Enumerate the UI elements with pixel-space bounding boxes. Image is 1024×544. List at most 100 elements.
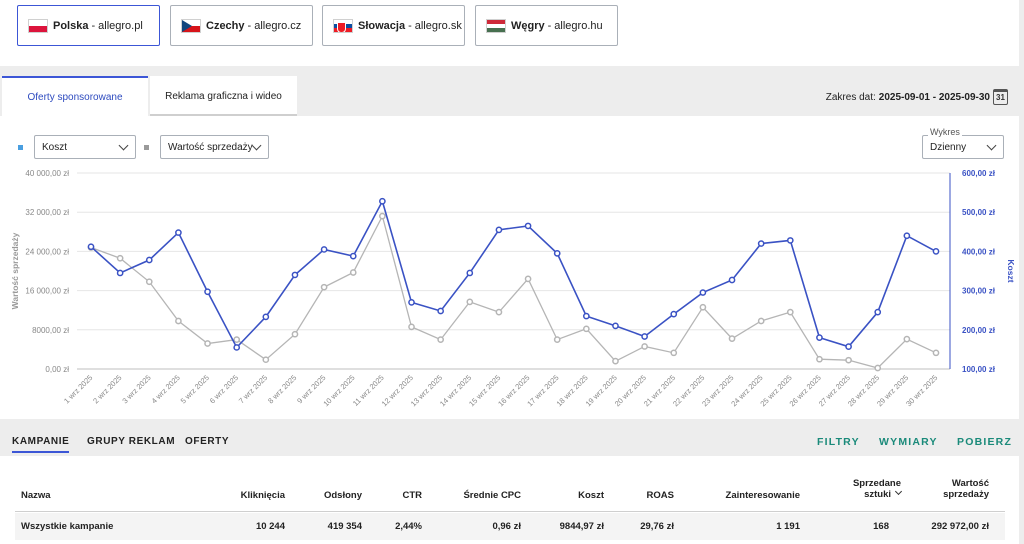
cost-data-point[interactable] — [553, 250, 561, 257]
marketplace-country: Polska — [53, 19, 89, 32]
cell-name[interactable]: Wszystkie kampanie — [21, 521, 114, 532]
date-range[interactable]: Zakres dat: 2025-09-01 - 2025-09-30 31 — [826, 89, 1008, 105]
marketplace-domain: allegro.hu — [554, 19, 603, 32]
cost-data-point[interactable] — [495, 226, 503, 234]
cost-data-point[interactable] — [262, 313, 270, 321]
download-button[interactable]: POBIERZ — [957, 436, 1013, 448]
cost-data-point[interactable] — [233, 344, 241, 351]
sales-value-data-point[interactable] — [524, 275, 532, 283]
cost-data-point[interactable] — [291, 271, 299, 279]
sales-value-data-point[interactable] — [204, 340, 211, 347]
column-header-cost[interactable]: Koszt — [578, 490, 604, 501]
sales-value-data-point[interactable] — [757, 317, 765, 325]
column-header-sales-value[interactable]: Wartość sprzedaży — [943, 478, 989, 500]
tab-display-video[interactable]: Reklama graficzna i wideo — [150, 76, 297, 116]
sales-value-data-point[interactable] — [349, 269, 357, 276]
sales-cost-line-chart: 0,00 zł 8000,00 zł 16 000,00 zł 24 000,00 z… — [10, 169, 1016, 408]
sales-value-data-point[interactable] — [641, 343, 648, 350]
x-axis-tick-label: 30 wrz 2025 — [904, 373, 939, 408]
cost-data-point[interactable] — [641, 333, 648, 340]
column-header-avg-cpc[interactable]: Średnie CPC — [463, 490, 521, 501]
column-header-name[interactable]: Nazwa — [21, 490, 51, 501]
cost-data-point[interactable] — [175, 229, 182, 236]
cost-data-point[interactable] — [728, 276, 736, 284]
sales-value-data-point[interactable] — [291, 330, 299, 338]
tab-ad-groups[interactable]: GRUPY REKLAM — [87, 436, 176, 447]
column-header-impressions[interactable]: Odsłony — [323, 490, 362, 501]
sales-value-data-point[interactable] — [845, 356, 852, 364]
column-header-roas[interactable]: ROAS — [646, 490, 674, 501]
column-header-clicks[interactable]: Kliknięcia — [240, 490, 285, 501]
metric-left-select[interactable]: Koszt — [34, 135, 136, 159]
cost-data-point[interactable] — [524, 222, 532, 230]
sales-value-data-point[interactable] — [903, 335, 911, 343]
table-row[interactable]: Wszystkie kampanie 10 244 419 354 2,44% … — [15, 513, 1005, 540]
sales-value-data-point[interactable] — [786, 308, 794, 316]
cost-data-point[interactable] — [757, 240, 765, 247]
sales-value-data-point[interactable] — [408, 323, 415, 331]
metric-right-select[interactable]: Wartość sprzedaży — [160, 135, 269, 159]
tab-offers[interactable]: OFERTY — [185, 436, 230, 447]
poland-flag-icon — [28, 18, 48, 33]
cost-data-point[interactable] — [408, 299, 415, 306]
cost-data-point[interactable] — [437, 307, 445, 315]
sales-value-data-point[interactable] — [874, 364, 882, 372]
sales-value-data-point[interactable] — [233, 336, 241, 343]
marketplace-domain: allegro.pl — [98, 19, 143, 32]
cost-data-point[interactable] — [670, 310, 678, 318]
cost-data-point[interactable] — [582, 312, 590, 320]
cost-data-point[interactable] — [87, 243, 95, 251]
sales-value-data-point[interactable] — [116, 254, 124, 262]
series-line-sales-value — [90, 214, 937, 369]
left-axis-tick-label: 0,00 zł — [45, 365, 69, 374]
marketplace-czechia[interactable]: Czechy - allegro.cz — [170, 5, 313, 46]
tab-campaigns[interactable]: KAMPANIE — [12, 436, 70, 453]
sales-value-data-point[interactable] — [379, 212, 386, 220]
marketplace-poland[interactable]: Polska - allegro.pl — [17, 5, 160, 46]
sales-value-data-point[interactable] — [466, 298, 474, 306]
cost-data-point[interactable] — [816, 334, 823, 341]
cost-data-point[interactable] — [204, 288, 211, 296]
cost-data-point[interactable] — [145, 256, 153, 264]
column-header-units-sold[interactable]: Sprzedane sztuki — [831, 478, 903, 500]
marketplace-hungary[interactable]: Węgry - allegro.hu — [475, 5, 618, 46]
cost-data-point[interactable] — [612, 322, 619, 330]
column-header-interest[interactable]: Zainteresowanie — [725, 490, 800, 501]
dimensions-button[interactable]: WYMIARY — [879, 436, 938, 448]
tab-sponsored-offers[interactable]: Oferty sponsorowane — [2, 76, 148, 116]
cost-data-point[interactable] — [699, 289, 707, 296]
sales-value-data-point[interactable] — [699, 303, 707, 311]
cost-data-point[interactable] — [116, 269, 124, 277]
sales-value-data-point[interactable] — [262, 356, 270, 364]
date-range-value: 2025-09-01 - 2025-09-30 — [878, 91, 990, 103]
sales-value-data-point[interactable] — [582, 325, 590, 333]
cost-data-point[interactable] — [845, 343, 852, 351]
column-header-ctr[interactable]: CTR — [402, 490, 422, 501]
cost-data-point[interactable] — [379, 197, 386, 205]
marketplace-slovakia[interactable]: Słowacja - allegro.sk — [322, 5, 465, 46]
filters-button[interactable]: FILTRY — [817, 436, 860, 448]
cost-data-point[interactable] — [932, 248, 940, 255]
cost-data-point[interactable] — [320, 246, 328, 253]
sales-value-data-point[interactable] — [553, 336, 561, 343]
cell-roas: 29,76 zł — [640, 521, 674, 532]
sales-value-data-point[interactable] — [320, 283, 328, 291]
sales-value-data-point[interactable] — [670, 349, 678, 357]
x-axis-tick-label: 6 wrz 2025 — [208, 373, 240, 405]
cost-data-point[interactable] — [786, 237, 794, 244]
sales-value-data-point[interactable] — [495, 308, 503, 316]
granularity-select[interactable]: Dzienny — [922, 135, 1004, 159]
sales-value-data-point[interactable] — [932, 349, 940, 357]
sales-value-data-point[interactable] — [175, 317, 182, 325]
cost-data-point[interactable] — [466, 269, 474, 277]
sales-value-data-point[interactable] — [437, 336, 445, 343]
cost-data-point[interactable] — [874, 308, 882, 316]
sales-value-data-point[interactable] — [612, 357, 619, 365]
calendar-icon[interactable]: 31 — [993, 89, 1008, 105]
sort-chevron-icon[interactable] — [894, 487, 903, 496]
sales-value-data-point[interactable] — [728, 335, 736, 342]
sales-value-data-point[interactable] — [816, 355, 823, 363]
cost-data-point[interactable] — [903, 232, 911, 240]
cost-data-point[interactable] — [349, 252, 357, 260]
sales-value-data-point[interactable] — [145, 278, 153, 286]
